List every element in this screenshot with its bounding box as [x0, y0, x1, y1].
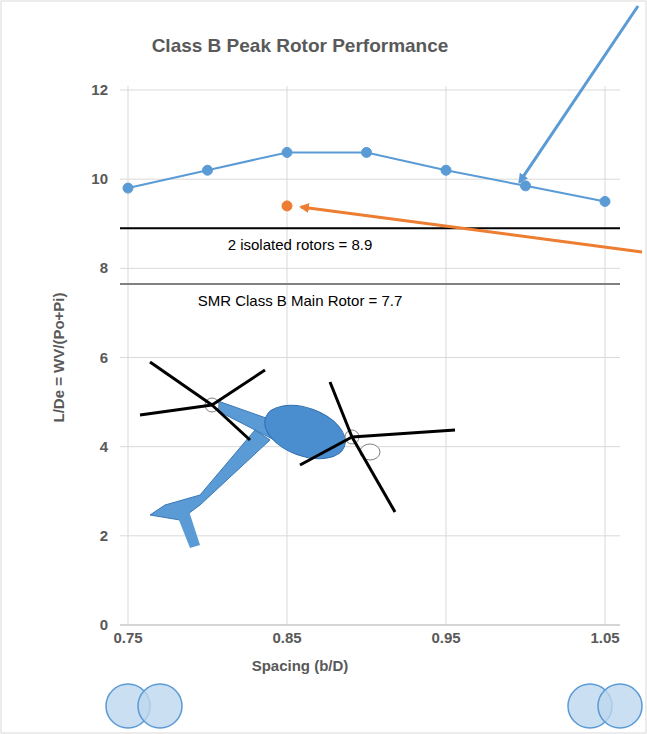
data-point: [362, 147, 372, 157]
rotor-blade: [330, 382, 352, 437]
fin: [175, 508, 200, 548]
x-axis-title: Spacing (b/D): [252, 657, 349, 674]
rotor-blade: [352, 437, 395, 512]
tail: [150, 430, 270, 520]
reference-label: SMR Class B Main Rotor = 7.7: [198, 292, 403, 309]
data-point: [282, 201, 292, 211]
y-tick-label: 0: [100, 616, 108, 633]
grid-line: [287, 86, 288, 625]
x-tick-label: 0.75: [113, 629, 142, 646]
grid-line: [120, 268, 620, 269]
rotor-blade: [140, 405, 212, 415]
annotation-arrow: [301, 207, 642, 252]
data-point: [521, 181, 531, 191]
y-tick-label: 2: [100, 527, 108, 544]
rotor-disc-icon: [598, 684, 642, 728]
data-point: [282, 147, 292, 157]
y-axis-title: L/De = WV/(Po+Pi): [50, 292, 67, 422]
rotor-blade: [212, 405, 250, 440]
grid-line: [120, 625, 620, 626]
rotor-blade: [150, 362, 212, 405]
chart: Class B Peak Rotor Performance 0 2 4 6 8 10 12 0…: [0, 0, 647, 734]
data-point: [441, 165, 451, 175]
y-tick-label: 4: [100, 438, 109, 455]
rotor-blade: [300, 437, 352, 465]
y-tick-label: 12: [91, 81, 108, 98]
chart-frame: [1, 1, 646, 733]
grid-line: [120, 90, 620, 91]
y-tick-label: 6: [100, 349, 108, 366]
helicopter-illustration: [140, 362, 455, 548]
data-point: [600, 196, 610, 206]
x-tick-label: 0.95: [431, 629, 460, 646]
reference-line: [120, 283, 620, 285]
grid-line: [128, 86, 129, 625]
x-tick-label: 1.05: [590, 629, 619, 646]
grid-line: [120, 179, 620, 180]
grid-line: [120, 357, 620, 358]
rotor-blade: [352, 430, 455, 437]
spacing-icons: [106, 684, 642, 728]
x-tick-label: 0.85: [272, 629, 301, 646]
y-tick-label: 8: [100, 259, 108, 276]
reference-label: 2 isolated rotors = 8.9: [228, 236, 373, 253]
annotation-arrow: [520, 6, 639, 182]
grid-line: [605, 86, 606, 625]
title: Class B Peak Rotor Performance: [152, 35, 449, 56]
x-axis-line: [120, 625, 620, 626]
rotor-blade: [212, 370, 265, 405]
y-tick-label: 10: [91, 170, 108, 187]
data-point: [123, 183, 133, 193]
data-point: [203, 165, 213, 175]
rotor-disc-icon: [138, 684, 182, 728]
reference-line: [120, 227, 620, 229]
